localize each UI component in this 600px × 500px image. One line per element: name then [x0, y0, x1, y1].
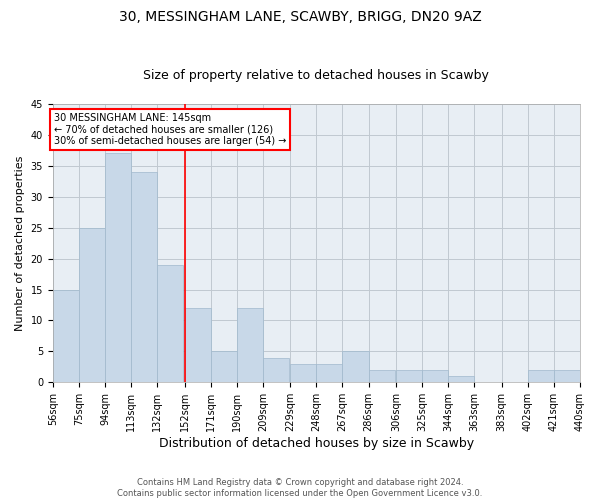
- Bar: [422, 370, 448, 382]
- Bar: [105, 154, 131, 382]
- Bar: [528, 370, 554, 382]
- Bar: [396, 370, 422, 382]
- Bar: [316, 364, 343, 382]
- Bar: [53, 290, 79, 382]
- Bar: [157, 265, 183, 382]
- Text: Contains HM Land Registry data © Crown copyright and database right 2024.
Contai: Contains HM Land Registry data © Crown c…: [118, 478, 482, 498]
- Text: 30 MESSINGHAM LANE: 145sqm
← 70% of detached houses are smaller (126)
30% of sem: 30 MESSINGHAM LANE: 145sqm ← 70% of deta…: [54, 114, 287, 146]
- Bar: [263, 358, 289, 382]
- Bar: [343, 352, 368, 382]
- Bar: [554, 370, 580, 382]
- Bar: [290, 364, 316, 382]
- Bar: [237, 308, 263, 382]
- Bar: [368, 370, 395, 382]
- Text: 30, MESSINGHAM LANE, SCAWBY, BRIGG, DN20 9AZ: 30, MESSINGHAM LANE, SCAWBY, BRIGG, DN20…: [119, 10, 481, 24]
- Bar: [185, 308, 211, 382]
- X-axis label: Distribution of detached houses by size in Scawby: Distribution of detached houses by size …: [159, 437, 474, 450]
- Bar: [211, 352, 237, 382]
- Bar: [448, 376, 474, 382]
- Bar: [79, 228, 105, 382]
- Title: Size of property relative to detached houses in Scawby: Size of property relative to detached ho…: [143, 69, 490, 82]
- Y-axis label: Number of detached properties: Number of detached properties: [15, 156, 25, 331]
- Bar: [131, 172, 157, 382]
